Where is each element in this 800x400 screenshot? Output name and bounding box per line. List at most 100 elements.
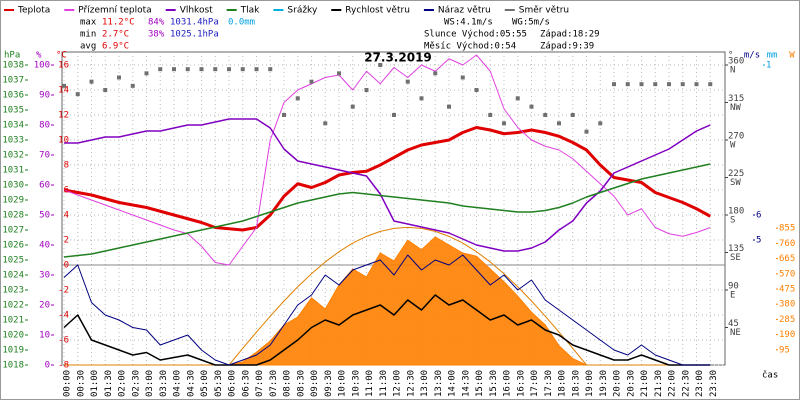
- direction-point: [488, 113, 493, 117]
- direction-point: [337, 71, 341, 76]
- x-tick-label: 08:00: [283, 370, 293, 397]
- x-tick-label: 18:00: [558, 370, 568, 397]
- y-tick-label: 760: [779, 239, 795, 249]
- compass-label: E: [730, 291, 735, 301]
- labels: 27.3.2019 čas max 11.2°C 84% 1031.4hPa 0…: [2, 6, 795, 398]
- y-tick-label: 90: [728, 282, 739, 292]
- x-tick-label: 02:30: [131, 370, 141, 397]
- y-tick-label: 135: [728, 244, 744, 254]
- y-tick-label: 4: [64, 211, 69, 221]
- y-tick-label: 180: [728, 207, 744, 217]
- info: Západ:18:29: [540, 30, 600, 40]
- radiation-area: [64, 236, 711, 366]
- y-tick-label: 0: [64, 261, 69, 271]
- y-tick-label: 6: [756, 211, 761, 221]
- y-tick-label: 855: [779, 224, 795, 234]
- y-tick-label: 1020: [2, 331, 24, 341]
- x-tick-label: 01:30: [104, 370, 114, 397]
- axis-label: °C: [56, 51, 67, 61]
- x-tick-label: 03:30: [159, 370, 169, 397]
- x-tick-label: 20:30: [626, 370, 636, 397]
- stat-value: 1031.4hPa: [170, 18, 219, 28]
- direction-point: [557, 121, 561, 126]
- y-tick-label: 1034: [2, 121, 24, 131]
- x-tick-label: 14:30: [461, 370, 471, 397]
- x-tick-label: 05:00: [200, 370, 210, 397]
- y-tick-label: 380: [779, 300, 795, 310]
- y-tick-label: 6: [64, 186, 69, 196]
- x-axis-label: čas: [762, 370, 778, 381]
- y-tick-label: 1023: [2, 286, 24, 296]
- direction-point: [240, 67, 245, 72]
- x-tick-label: 11:00: [365, 370, 375, 397]
- stat-value: 0.0mm: [228, 18, 255, 28]
- direction-point: [502, 121, 506, 126]
- direction-point: [474, 88, 479, 92]
- y-tick-label: 70: [39, 151, 50, 161]
- y-tick-label: -4: [58, 311, 69, 321]
- y-tick-label: 10: [58, 136, 69, 146]
- x-tick-label: 20:00: [613, 370, 623, 397]
- x-tick-label: 21:30: [654, 370, 664, 397]
- direction-point: [323, 121, 328, 126]
- legend-label: Směr větru: [519, 6, 569, 16]
- direction-point: [653, 82, 658, 87]
- series-line: [63, 254, 711, 366]
- y-tick-label: 225: [728, 169, 744, 179]
- info: Slunce Východ:05:55: [424, 30, 527, 40]
- direction-point: [350, 104, 355, 109]
- direction-point: [62, 83, 66, 88]
- y-tick-label: 1019: [2, 346, 24, 356]
- y-tick-label: 665: [779, 254, 795, 264]
- direction-point: [584, 129, 589, 134]
- y-tick-label: 30: [39, 271, 50, 281]
- direction-point: [378, 63, 383, 67]
- x-tick-label: 12:00: [393, 370, 403, 397]
- direction-point: [708, 82, 713, 87]
- direction-point: [103, 88, 108, 92]
- x-tick-label: 07:30: [269, 370, 279, 397]
- x-tick-label: 21:00: [640, 370, 650, 397]
- y-tick-label: 1026: [2, 241, 24, 251]
- direction-point: [309, 79, 314, 84]
- y-tick-label: -6: [58, 336, 69, 346]
- compass-label: N: [730, 66, 735, 76]
- y-tick-label: 1024: [2, 271, 24, 281]
- x-tick-label: 22:30: [681, 370, 691, 397]
- marks: [62, 54, 713, 366]
- direction-point: [433, 71, 438, 76]
- x-tick-label: 11:30: [379, 370, 389, 397]
- x-tick-label: 22:00: [668, 370, 678, 397]
- y-tick-label: 1025: [2, 256, 24, 266]
- legend-label: Vlhkost: [180, 6, 213, 16]
- series-line: [64, 226, 683, 366]
- y-tick-label: 1021: [2, 316, 24, 326]
- y-tick-label: 90: [39, 91, 50, 101]
- y-tick-label: -8: [58, 361, 69, 371]
- legend-label: Teplota: [17, 6, 50, 16]
- y-tick-label: 475: [779, 285, 795, 295]
- compass-label: NW: [730, 103, 741, 113]
- x-tick-label: 03:00: [145, 370, 155, 397]
- x-tick-label: 08:30: [296, 370, 306, 397]
- compass-label: NE: [730, 328, 741, 338]
- direction-point: [460, 75, 465, 80]
- legend-label: Srážky: [287, 6, 318, 16]
- compass-label: W: [730, 141, 736, 151]
- y-tick-label: 0: [45, 361, 50, 371]
- direction-point: [694, 82, 699, 87]
- direction-point: [419, 96, 424, 101]
- y-tick-label: 8: [64, 161, 69, 171]
- y-tick-label: 1035: [2, 106, 24, 116]
- axis-label: %: [36, 51, 42, 61]
- stat-value: 1025.1hPa: [170, 30, 219, 40]
- y-tick-label: 360: [728, 57, 744, 67]
- stat-value: 84%: [148, 18, 165, 28]
- x-tick-label: 00:30: [76, 370, 86, 397]
- info: Měsíc Východ:0:54: [424, 42, 516, 52]
- direction-point: [625, 82, 630, 87]
- y-tick-label: 570: [779, 269, 795, 279]
- axis-label: mm: [767, 51, 778, 61]
- stat-label: avg: [80, 42, 96, 52]
- direction-point: [75, 92, 80, 97]
